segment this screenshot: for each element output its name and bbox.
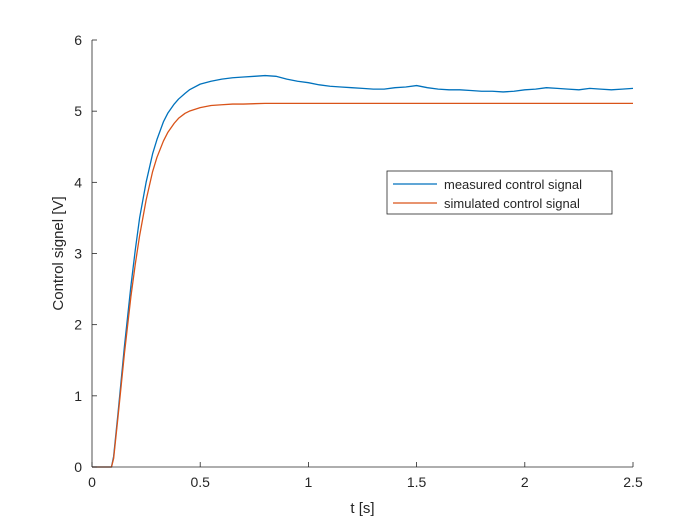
y-tick-label: 5 [74, 103, 82, 119]
legend-label-simulated: simulated control signal [444, 196, 580, 211]
y-tick-label: 0 [74, 459, 82, 475]
series-line-simulated [92, 102, 633, 468]
x-tick-label: 1 [305, 474, 313, 490]
x-tick-label: 1.5 [407, 474, 427, 490]
plot-area [92, 40, 633, 467]
x-axis-label: t [s] [350, 500, 374, 517]
y-axis-label: Control signel [V] [50, 196, 67, 310]
y-tick-label: 2 [74, 317, 82, 333]
x-tick-label: 0 [88, 474, 96, 490]
y-tick-label: 1 [74, 388, 82, 404]
x-tick-label: 2.5 [623, 474, 643, 490]
y-tick-label: 4 [74, 174, 82, 190]
x-tick-label: 2 [521, 474, 529, 490]
y-tick-label: 3 [74, 246, 82, 262]
y-tick-label: 6 [74, 32, 82, 48]
series-line-measured [92, 74, 634, 468]
x-tick-label: 0.5 [190, 474, 210, 490]
ticks-layer: 0 0.5 1 1.5 2 2.5 0 1 2 3 4 5 6 [74, 32, 643, 490]
series-layer [92, 74, 634, 468]
legend-label-measured: measured control signal [444, 177, 582, 192]
legend-box [386, 170, 613, 215]
legend: measured control signal simulated contro… [386, 170, 613, 215]
